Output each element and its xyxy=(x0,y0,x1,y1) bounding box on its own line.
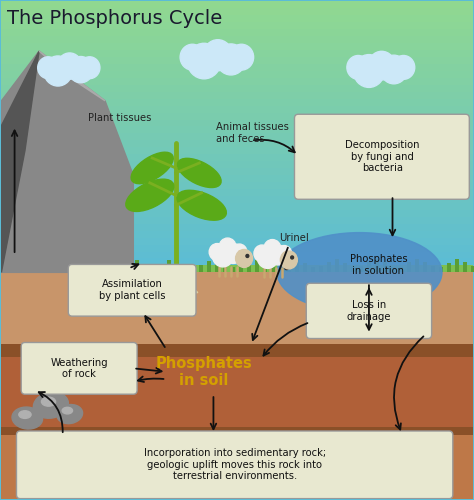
Circle shape xyxy=(57,53,82,79)
FancyBboxPatch shape xyxy=(21,342,137,394)
Circle shape xyxy=(380,55,407,84)
Text: Decomposition
by fungi and
bacteria: Decomposition by fungi and bacteria xyxy=(345,140,419,173)
Circle shape xyxy=(79,57,100,78)
Ellipse shape xyxy=(19,411,31,418)
Ellipse shape xyxy=(283,252,288,254)
Polygon shape xyxy=(1,51,133,272)
FancyBboxPatch shape xyxy=(68,264,196,316)
Ellipse shape xyxy=(177,158,221,188)
Circle shape xyxy=(269,245,287,265)
Text: Phosphates
in solution: Phosphates in solution xyxy=(349,254,407,276)
Circle shape xyxy=(187,44,221,79)
Circle shape xyxy=(277,246,292,262)
Circle shape xyxy=(392,56,415,80)
Ellipse shape xyxy=(41,397,55,406)
Circle shape xyxy=(254,245,270,262)
Text: Weathering
of rock: Weathering of rock xyxy=(50,358,108,379)
Circle shape xyxy=(246,254,249,258)
Circle shape xyxy=(212,245,233,267)
Circle shape xyxy=(280,251,297,269)
Text: Urinel: Urinel xyxy=(279,232,309,242)
Circle shape xyxy=(224,244,243,264)
Circle shape xyxy=(354,54,384,88)
Polygon shape xyxy=(1,51,39,272)
Circle shape xyxy=(257,246,278,268)
Text: Incorporation into sedimentary rock;
geologic uplift moves this rock into
terres: Incorporation into sedimentary rock; geo… xyxy=(144,448,326,482)
Circle shape xyxy=(291,256,293,259)
Ellipse shape xyxy=(131,152,173,184)
Circle shape xyxy=(209,244,225,260)
Ellipse shape xyxy=(238,250,243,253)
Ellipse shape xyxy=(126,179,174,212)
Text: Animal tissues
and feces: Animal tissues and feces xyxy=(216,122,289,144)
Circle shape xyxy=(347,56,370,80)
Circle shape xyxy=(219,238,236,256)
Text: The Phosphorus Cycle: The Phosphorus Cycle xyxy=(7,9,222,28)
Text: Assimilation
by plant cells: Assimilation by plant cells xyxy=(99,280,165,301)
Circle shape xyxy=(229,44,254,70)
Ellipse shape xyxy=(12,407,43,429)
Ellipse shape xyxy=(277,232,442,312)
FancyBboxPatch shape xyxy=(17,431,453,498)
Text: Loss in
drainage: Loss in drainage xyxy=(346,300,391,322)
Circle shape xyxy=(68,56,93,83)
Circle shape xyxy=(368,52,395,80)
Circle shape xyxy=(216,44,246,75)
Circle shape xyxy=(180,44,205,70)
Circle shape xyxy=(44,56,72,86)
Ellipse shape xyxy=(62,408,73,414)
Circle shape xyxy=(38,57,58,78)
Circle shape xyxy=(236,250,253,268)
Text: Phosphates
in soil: Phosphates in soil xyxy=(155,356,252,388)
Ellipse shape xyxy=(177,190,227,220)
Circle shape xyxy=(203,40,233,71)
Text: Plant tissues: Plant tissues xyxy=(88,113,151,123)
FancyBboxPatch shape xyxy=(294,114,469,200)
Circle shape xyxy=(264,240,281,258)
Polygon shape xyxy=(39,51,105,101)
Circle shape xyxy=(232,244,247,260)
Ellipse shape xyxy=(33,392,68,418)
FancyBboxPatch shape xyxy=(306,284,432,339)
Ellipse shape xyxy=(57,404,82,423)
